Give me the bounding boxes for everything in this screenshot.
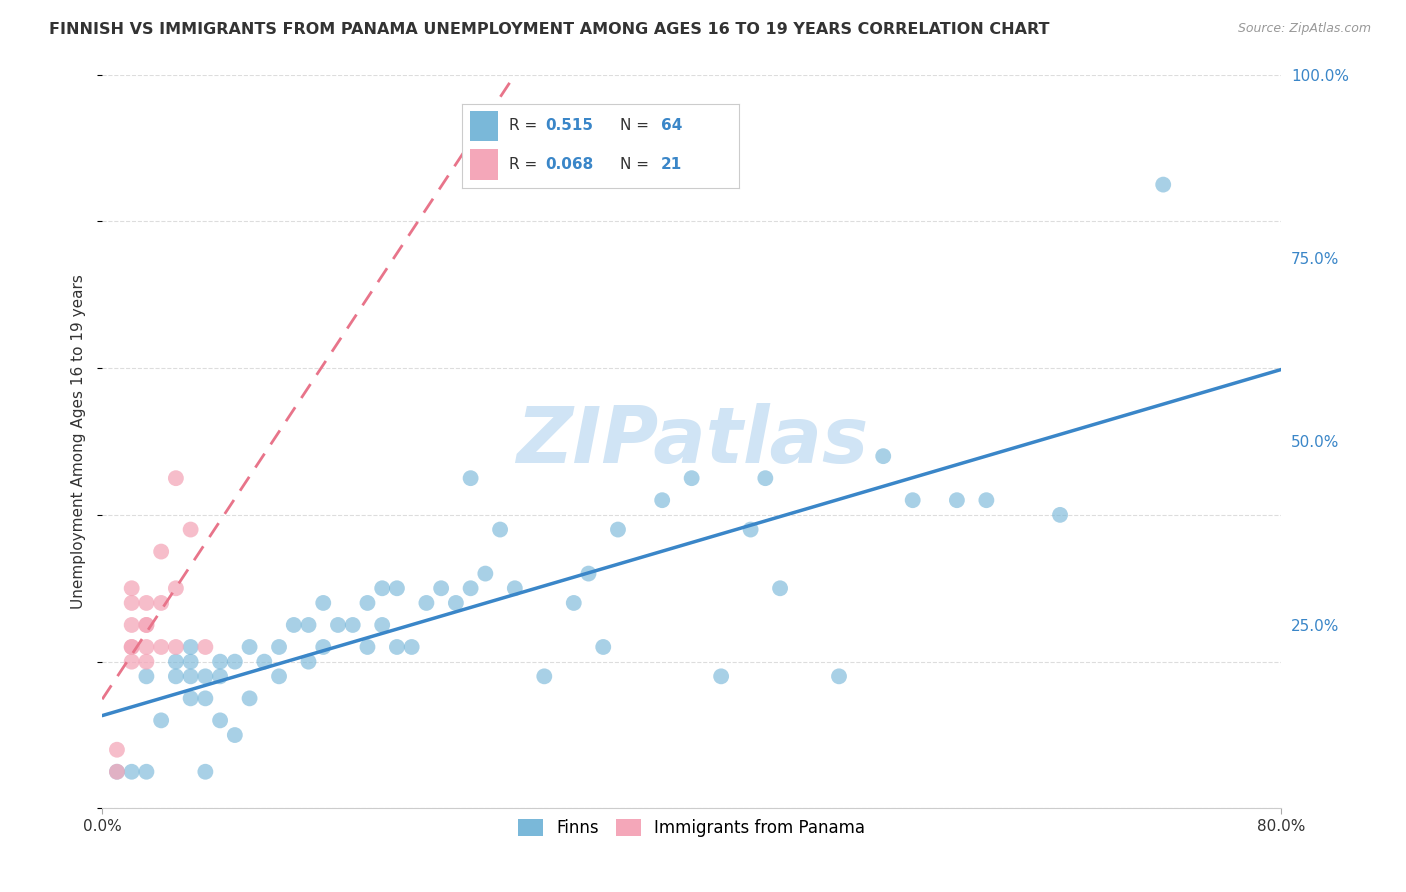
Point (224, 655, 246, 669)
Point (371, 618, 394, 632)
Point (135, 596, 157, 610)
Legend: Finns, Immigrants from Panama: Finns, Immigrants from Panama (512, 813, 872, 844)
Point (165, 640, 187, 654)
Point (460, 581, 482, 595)
Point (180, 640, 202, 654)
Point (533, 669, 555, 683)
Point (681, 471, 703, 485)
Point (180, 669, 202, 683)
Point (209, 669, 232, 683)
Point (976, 493, 998, 508)
Point (312, 596, 335, 610)
Point (135, 669, 157, 683)
Point (297, 618, 319, 632)
Point (872, 449, 894, 463)
Point (283, 618, 305, 632)
Point (180, 655, 202, 669)
Point (121, 618, 143, 632)
Point (828, 669, 851, 683)
Point (356, 640, 378, 654)
Point (224, 728, 246, 742)
Point (180, 691, 202, 706)
Point (578, 566, 600, 581)
Point (740, 523, 762, 537)
Point (1152, 178, 1174, 192)
Point (415, 596, 437, 610)
Point (430, 581, 453, 595)
Point (121, 596, 143, 610)
Point (901, 493, 924, 508)
Point (312, 640, 335, 654)
Point (607, 523, 630, 537)
Text: ZIPatlas: ZIPatlas (516, 403, 868, 480)
Point (710, 669, 733, 683)
Point (209, 655, 232, 669)
Point (460, 471, 482, 485)
Point (444, 596, 467, 610)
Point (946, 493, 969, 508)
Point (297, 655, 319, 669)
Point (356, 596, 378, 610)
Point (239, 691, 262, 706)
Point (385, 640, 408, 654)
Point (194, 640, 217, 654)
Point (754, 471, 776, 485)
Point (121, 581, 143, 595)
Point (371, 581, 394, 595)
Point (150, 714, 173, 728)
Point (135, 655, 157, 669)
Point (769, 581, 792, 595)
Point (209, 714, 232, 728)
Point (651, 493, 673, 508)
Point (165, 581, 187, 595)
Point (1049, 508, 1071, 522)
Y-axis label: Unemployment Among Ages 16 to 19 years: Unemployment Among Ages 16 to 19 years (72, 274, 86, 609)
Text: FINNISH VS IMMIGRANTS FROM PANAMA UNEMPLOYMENT AMONG AGES 16 TO 19 YEARS CORRELA: FINNISH VS IMMIGRANTS FROM PANAMA UNEMPL… (49, 22, 1050, 37)
Point (194, 691, 217, 706)
Point (135, 640, 157, 654)
Point (105, 764, 128, 779)
Point (562, 596, 585, 610)
Point (105, 764, 128, 779)
Point (253, 655, 276, 669)
Point (239, 640, 262, 654)
Point (105, 743, 128, 757)
Point (150, 596, 173, 610)
Point (489, 523, 512, 537)
Point (503, 581, 526, 595)
Point (592, 640, 614, 654)
Point (267, 640, 290, 654)
Point (194, 764, 217, 779)
Point (165, 471, 187, 485)
Point (135, 764, 157, 779)
Point (150, 544, 173, 558)
Point (135, 618, 157, 632)
Point (121, 764, 143, 779)
Point (121, 640, 143, 654)
Point (326, 618, 349, 632)
Point (401, 640, 423, 654)
Point (121, 655, 143, 669)
Point (180, 523, 202, 537)
Point (121, 640, 143, 654)
Point (474, 566, 496, 581)
Point (342, 618, 364, 632)
Point (165, 655, 187, 669)
Point (165, 669, 187, 683)
Point (150, 640, 173, 654)
Point (267, 669, 290, 683)
Point (194, 669, 217, 683)
Point (385, 581, 408, 595)
Point (135, 618, 157, 632)
Text: Source: ZipAtlas.com: Source: ZipAtlas.com (1237, 22, 1371, 36)
